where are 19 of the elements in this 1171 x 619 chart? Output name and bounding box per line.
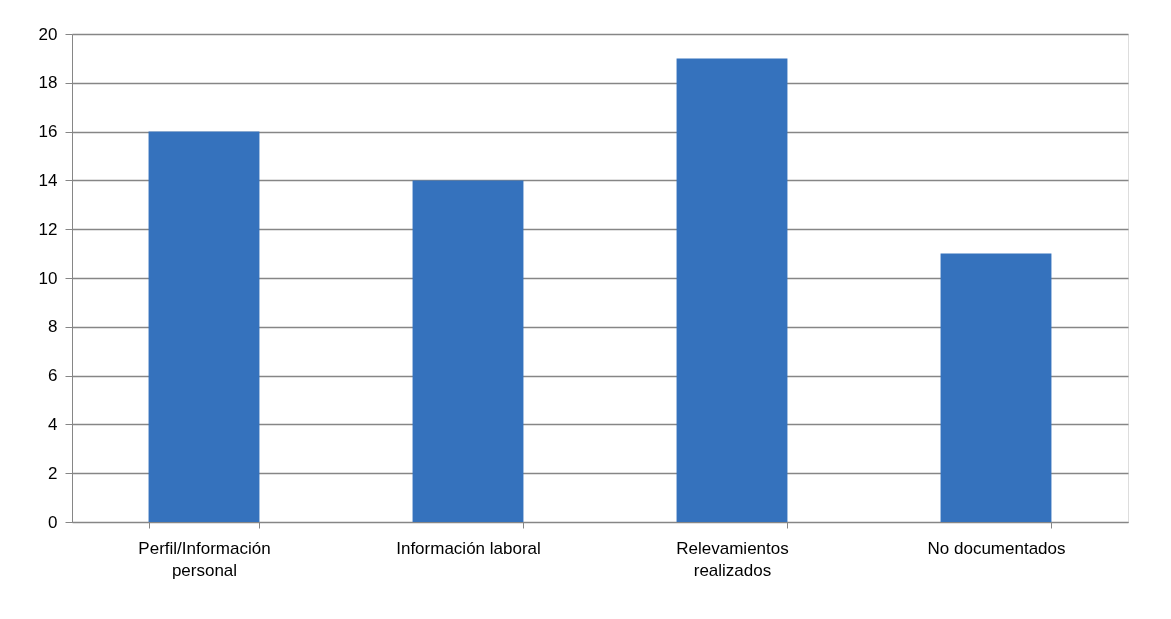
y-tick-label: 16 (38, 122, 58, 142)
y-tick-label: 2 (48, 463, 58, 483)
y-tick-label: 10 (38, 268, 58, 288)
x-tick-label: Relevamientos realizados (676, 538, 789, 580)
bar (148, 131, 260, 522)
bar (676, 58, 788, 522)
y-tick-label: 12 (38, 219, 58, 239)
y-tick-label: 14 (38, 170, 58, 190)
y-tick-label: 6 (48, 366, 58, 386)
y-tick-label: 18 (38, 73, 58, 93)
x-tick-label: No documentados (927, 538, 1066, 558)
y-tick-label: 4 (48, 414, 58, 434)
x-tick-label: Perfil/Información personal (138, 538, 271, 580)
y-tick-label: 20 (38, 24, 58, 44)
bar (940, 253, 1052, 522)
y-tick-label: 0 (48, 512, 58, 532)
y-tick-label: 8 (48, 317, 58, 337)
bar (412, 180, 524, 522)
x-tick-label: Información laboral (396, 538, 541, 558)
